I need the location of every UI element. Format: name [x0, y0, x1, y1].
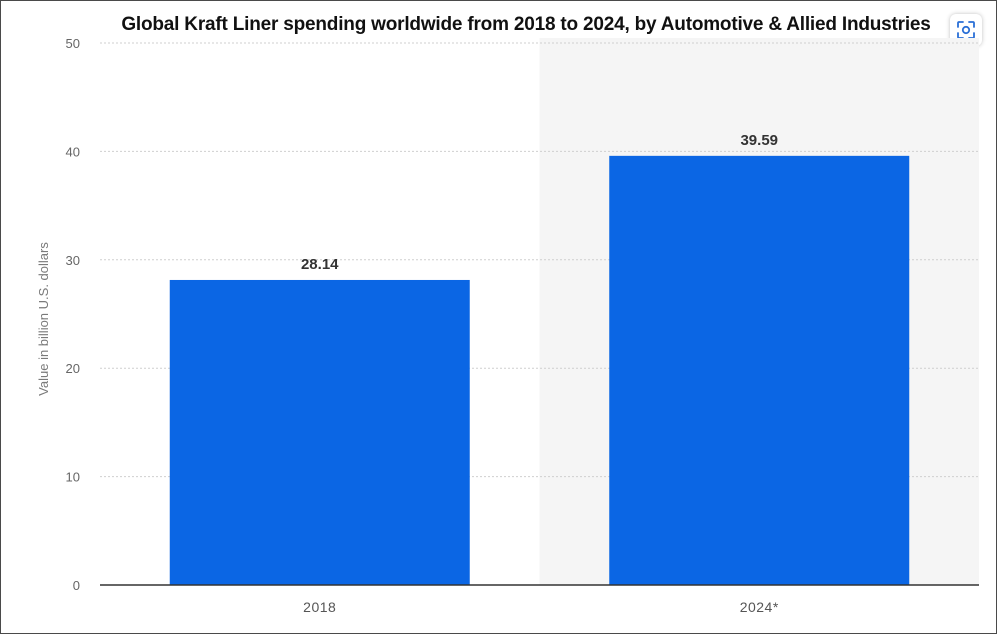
y-tick-label: 40	[66, 144, 80, 159]
bars: 28.14 39.59	[169, 132, 910, 585]
x-tick-label: 2018	[303, 599, 336, 615]
data-label: 28.14	[301, 256, 339, 273]
y-tick-label: 50	[66, 36, 80, 51]
chart-title: Global Kraft Liner spending worldwide fr…	[121, 14, 931, 35]
bar-2018[interactable]	[169, 279, 470, 585]
x-axis-ticks: 2018 2024*	[303, 599, 779, 615]
data-label: 39.59	[740, 132, 778, 149]
y-tick-label: 10	[66, 470, 80, 485]
bar-2024*[interactable]	[609, 155, 910, 585]
y-tick-label: 30	[66, 253, 80, 268]
y-axis-title: Value in billion U.S. dollars	[36, 242, 51, 396]
y-tick-label: 0	[73, 578, 80, 593]
y-tick-label: 20	[66, 361, 80, 376]
y-axis-ticks: 0 10 20 30 40 50	[66, 36, 80, 593]
x-tick-label: 2024*	[740, 599, 779, 615]
